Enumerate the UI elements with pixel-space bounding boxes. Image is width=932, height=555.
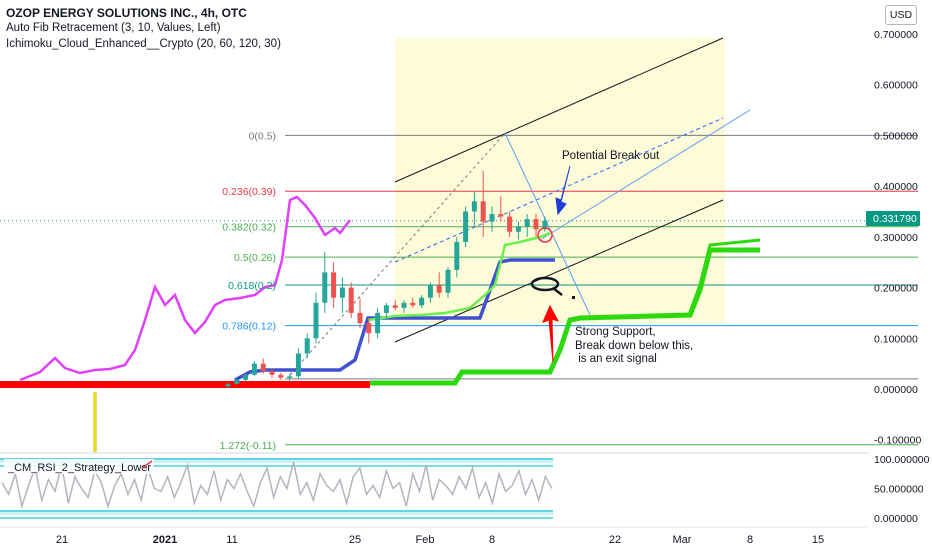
candle (524, 214, 530, 237)
candle (383, 302, 389, 318)
candle (366, 318, 372, 344)
price-axis[interactable]: 0.700000 0.600000 0.500000 0.400000 0.300000… (874, 29, 921, 447)
candle (339, 277, 345, 313)
price-tick: 0.700000 (874, 29, 918, 41)
price-tick: 0.300000 (874, 232, 918, 244)
rsi-axis: 100.000000 50.000000 0.000000 (874, 454, 930, 525)
candle (225, 382, 231, 388)
candle (287, 373, 293, 382)
lagging-span (19, 195, 351, 382)
annotation-support-2: Break down below this, (575, 340, 693, 352)
cloud-red (0, 381, 370, 388)
candle (515, 221, 521, 240)
candle (331, 262, 337, 308)
channel-fill (395, 38, 725, 323)
candle (471, 191, 477, 227)
candle (419, 295, 425, 308)
fib-label: 0.618(0.2) (228, 280, 276, 292)
time-tick: 22 (609, 534, 621, 546)
price-tick: 0.000000 (874, 384, 918, 396)
time-tick: 11 (226, 534, 237, 546)
time-tick: 21 (56, 534, 68, 546)
candle (278, 372, 284, 380)
price-tick: 0.400000 (874, 181, 918, 193)
candlestick-series (225, 170, 548, 388)
currency-button[interactable]: USD (885, 5, 917, 25)
candle (542, 216, 548, 232)
fib-label: 1.272(-0.11) (220, 440, 276, 452)
last-price-label: 0.331790 (873, 213, 917, 225)
price-tick: 0.500000 (874, 130, 918, 142)
fib-labels: 0(0.5) 0.236(0.39) 0.382(0.32) 0.5(0.26) 0.6… (220, 130, 276, 451)
time-axis[interactable]: 21 2021 11 25 Feb 8 22 Mar 8 15 (56, 534, 824, 546)
candle (357, 297, 363, 329)
rsi-panel: _CM_RSI_2_Strategy_Lower (0, 452, 868, 519)
candle (322, 252, 328, 313)
rsi-title: _CM_RSI_2_Strategy_Lower (7, 462, 151, 474)
candle (463, 206, 469, 247)
candle (375, 307, 381, 339)
annotation-support-3: is an exit signal (575, 353, 657, 365)
candle (480, 170, 486, 237)
candle (436, 272, 442, 298)
time-tick: Mar (673, 534, 692, 546)
candle (533, 214, 539, 237)
time-tick: 8 (747, 534, 753, 546)
fib-levels (0, 134, 918, 446)
conversion-line (367, 231, 551, 322)
candle (401, 300, 407, 313)
candle (507, 211, 513, 237)
candle (392, 300, 398, 311)
leading-span-green-2 (688, 238, 761, 313)
candle (243, 373, 249, 382)
time-tick: 15 (812, 534, 824, 546)
annotation-arrows (530, 165, 575, 363)
fib-label: 0.236(0.39) (222, 186, 276, 198)
last-price-tag: 0.331790 (866, 211, 920, 226)
chart-title: OZOP ENERGY SOLUTIONS INC., 4h, OTC (6, 6, 247, 20)
candle (489, 206, 495, 232)
time-tick: Feb (416, 534, 435, 546)
fib-label: 0.382(0.32) (222, 222, 276, 234)
candle (454, 236, 460, 278)
candle (410, 297, 416, 308)
candle (498, 196, 504, 222)
price-tick: 0.100000 (874, 333, 918, 345)
candle (295, 348, 301, 379)
indicator-ichimoku[interactable]: Ichimoku_Cloud_Enhanced__Crypto (20, 60,… (6, 38, 281, 50)
rsi-tick: 0.000000 (874, 513, 918, 525)
indicator-fib[interactable]: Auto Fib Retracement (3, 10, Values, Lef… (6, 22, 221, 34)
price-tick: 0.200000 (874, 283, 918, 295)
candle (348, 282, 354, 318)
rsi-tick: 100.000000 (874, 454, 930, 466)
rsi-line (1, 461, 553, 510)
candle (313, 292, 319, 344)
candle (269, 368, 275, 378)
fib-label: 0(0.5) (249, 130, 276, 142)
candle (304, 333, 310, 359)
candle (427, 282, 433, 303)
time-tick: 8 (489, 534, 495, 546)
price-tick: -0.100000 (874, 435, 921, 447)
fib-label: 0.5(0.26) (234, 252, 276, 264)
annotation-breakout: Potential Break out (562, 150, 660, 162)
price-tick: 0.600000 (874, 80, 918, 92)
fib-label: 0.786(0.12) (222, 321, 276, 333)
time-tick: 2021 (153, 534, 177, 546)
annotation-support-1: Strong Support, (575, 326, 656, 338)
time-tick: 25 (349, 534, 361, 546)
candle (445, 267, 451, 298)
rsi-tick: 50.000000 (874, 484, 924, 496)
candle (260, 358, 266, 374)
candle (251, 361, 257, 377)
candle (234, 378, 240, 385)
